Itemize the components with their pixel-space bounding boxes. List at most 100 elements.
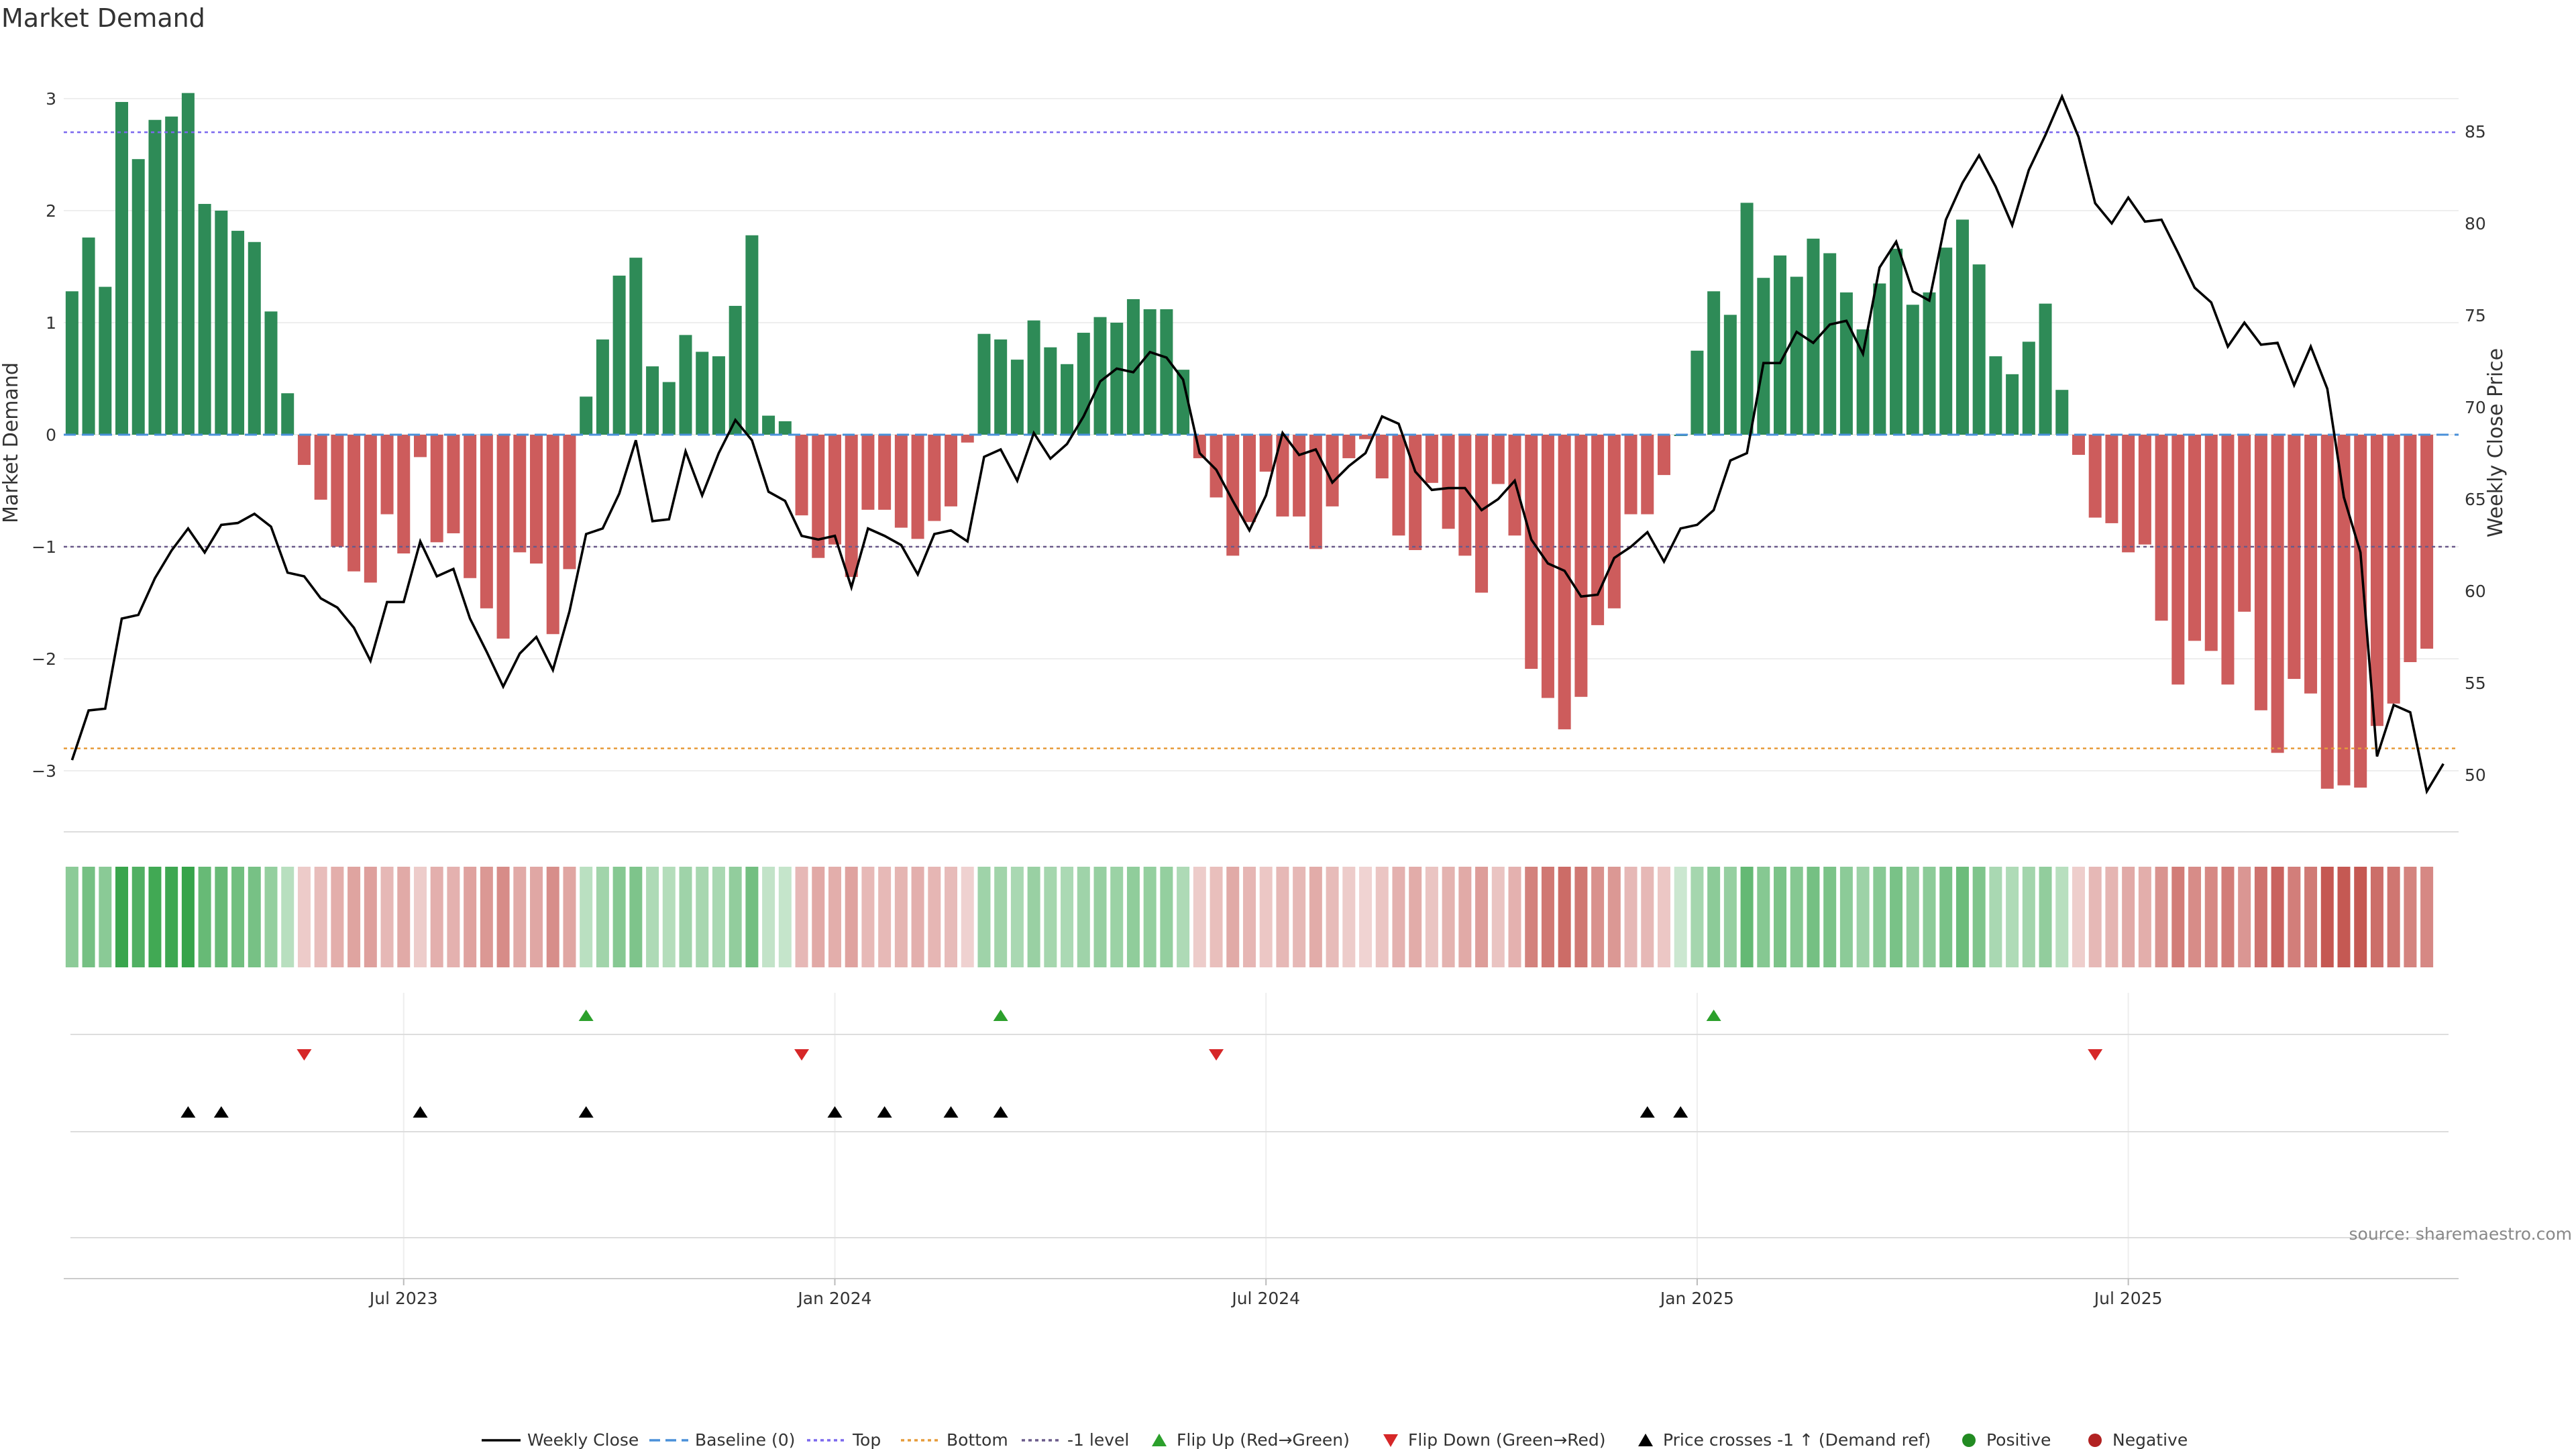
heat-cell bbox=[231, 867, 245, 967]
demand-bar bbox=[1458, 435, 1472, 556]
heat-cell bbox=[1475, 867, 1489, 967]
heat-cell bbox=[297, 867, 311, 967]
demand-bar bbox=[1707, 291, 1721, 435]
heat-cell bbox=[1690, 867, 1704, 967]
demand-bar bbox=[447, 435, 460, 533]
flip-up-marker bbox=[1706, 1010, 1721, 1021]
x-tick-label: Jan 2024 bbox=[796, 1289, 871, 1308]
demand-bar bbox=[115, 102, 129, 435]
demand-bar bbox=[380, 435, 394, 515]
heat-cell bbox=[1574, 867, 1588, 967]
y-tick-label: −2 bbox=[32, 649, 56, 669]
heat-cell bbox=[2271, 867, 2284, 967]
heat-cell bbox=[1010, 867, 1024, 967]
heat-cell bbox=[861, 867, 875, 967]
demand-bar bbox=[1326, 435, 1339, 506]
heat-cell bbox=[795, 867, 808, 967]
heat-cell bbox=[1044, 867, 1057, 967]
heat-cell bbox=[1093, 867, 1107, 967]
heat-cell bbox=[2006, 867, 2019, 967]
heat-cell bbox=[762, 867, 775, 967]
heat-cell bbox=[2337, 867, 2351, 967]
demand-bar bbox=[1491, 435, 1505, 484]
demand-bar bbox=[1126, 299, 1140, 435]
demand-bar bbox=[861, 435, 875, 510]
demand-bar bbox=[1061, 364, 1074, 435]
heat-cell bbox=[1657, 867, 1670, 967]
demand-bar bbox=[248, 241, 261, 435]
legend-item: Flip Up (Red→Green) bbox=[1152, 1430, 1350, 1449]
legend-item: Bottom bbox=[901, 1430, 1008, 1449]
demand-bar bbox=[1823, 253, 1837, 435]
heat-cell bbox=[1210, 867, 1223, 967]
demand-bar bbox=[1624, 435, 1638, 515]
demand-bar bbox=[347, 435, 361, 572]
demand-bar bbox=[928, 435, 941, 521]
y-tick-label: −1 bbox=[32, 537, 56, 557]
demand-heat-strip bbox=[65, 867, 2434, 967]
y-tick-label: 3 bbox=[46, 89, 56, 109]
demand-bar bbox=[2022, 341, 2035, 435]
demand-bar bbox=[1723, 315, 1737, 435]
heat-cell bbox=[1491, 867, 1505, 967]
heat-cell bbox=[712, 867, 725, 967]
demand-bars bbox=[65, 93, 2434, 789]
demand-bar bbox=[464, 435, 477, 578]
demand-bar bbox=[2404, 435, 2417, 663]
legend-label: Weekly Close bbox=[527, 1430, 639, 1449]
demand-bar bbox=[778, 421, 792, 435]
legend-item: Baseline (0) bbox=[649, 1430, 795, 1449]
heat-cell bbox=[2204, 867, 2218, 967]
demand-bar bbox=[99, 286, 112, 435]
heat-cell bbox=[2022, 867, 2035, 967]
heat-cell bbox=[314, 867, 327, 967]
heat-cell bbox=[646, 867, 659, 967]
demand-bar bbox=[2155, 435, 2168, 621]
heat-cell bbox=[1674, 867, 1687, 967]
heat-cell bbox=[1293, 867, 1306, 967]
demand-bar bbox=[1989, 356, 2002, 435]
heat-cell bbox=[1607, 867, 1621, 967]
demand-bar bbox=[1160, 309, 1173, 435]
heat-cell bbox=[281, 867, 294, 967]
heat-cell bbox=[1359, 867, 1373, 967]
demand-bar bbox=[1425, 435, 1438, 483]
cross-up-marker bbox=[180, 1106, 196, 1118]
demand-bar bbox=[1757, 278, 1770, 435]
demand-bar bbox=[878, 435, 892, 510]
price-cross-markers bbox=[70, 1106, 2449, 1238]
legend-label: Baseline (0) bbox=[695, 1430, 795, 1449]
heat-cell bbox=[1624, 867, 1638, 967]
demand-bar bbox=[1558, 435, 1571, 730]
demand-bar bbox=[1293, 435, 1306, 517]
chart-title: Market Demand bbox=[1, 3, 205, 33]
heat-cell bbox=[2354, 867, 2367, 967]
heat-cell bbox=[778, 867, 792, 967]
demand-bar bbox=[1690, 350, 1704, 435]
demand-bar bbox=[828, 435, 841, 545]
x-tick-label: Jul 2025 bbox=[2093, 1289, 2163, 1308]
heat-cell bbox=[1110, 867, 1124, 967]
demand-bar bbox=[2072, 435, 2085, 455]
demand-bar bbox=[513, 435, 527, 553]
demand-bar bbox=[2387, 435, 2400, 704]
demand-bar bbox=[812, 435, 825, 558]
flip-down-marker bbox=[794, 1049, 810, 1061]
flip-down-marker bbox=[1209, 1049, 1224, 1061]
heat-cell bbox=[2171, 867, 2185, 967]
heat-cell bbox=[1143, 867, 1157, 967]
weekly-close-line bbox=[70, 93, 2445, 795]
heat-cell bbox=[1923, 867, 1936, 967]
demand-bar bbox=[994, 339, 1008, 435]
heat-cell bbox=[696, 867, 709, 967]
demand-bar bbox=[1027, 320, 1040, 435]
x-tick-label: Jan 2025 bbox=[1659, 1289, 1734, 1308]
heat-cell bbox=[2420, 867, 2434, 967]
heat-cell bbox=[65, 867, 78, 967]
demand-bar bbox=[1409, 435, 1422, 551]
heat-cell bbox=[994, 867, 1008, 967]
heat-cell bbox=[99, 867, 112, 967]
heat-cell bbox=[2138, 867, 2151, 967]
heat-cell bbox=[1790, 867, 1803, 967]
demand-bar bbox=[1143, 309, 1157, 435]
